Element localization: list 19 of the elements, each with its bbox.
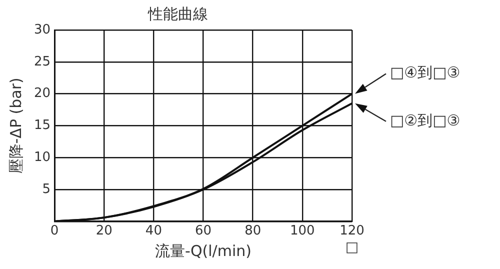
x-tick-label: 0 xyxy=(50,224,59,239)
text: □④到□③ xyxy=(390,64,460,82)
y-tick-label: 25 xyxy=(34,54,51,70)
y-tick-label: 15 xyxy=(34,118,51,134)
x-tick-label: 100 xyxy=(290,224,315,239)
x-tick-label: 40 xyxy=(145,224,162,239)
x-tick-label: 20 xyxy=(96,224,112,239)
x-tick-label: 120 xyxy=(340,224,364,239)
chart-title: 性能曲線 xyxy=(147,4,208,23)
y-tick-label: 30 xyxy=(34,22,51,38)
y-tick-label: 10 xyxy=(34,150,51,165)
x-tick-label: 60 xyxy=(195,224,212,239)
x-axis-title: 流量-Q(l/min) xyxy=(155,242,252,260)
x-tick-label: 80 xyxy=(244,224,262,239)
y-tick-label: 20 xyxy=(34,86,51,102)
y-tick-label: 5 xyxy=(42,182,51,197)
y-axis-title: 壓降-ΔP (bar) xyxy=(6,78,25,174)
text: □ xyxy=(345,240,359,256)
text: □②到□③ xyxy=(390,111,460,130)
